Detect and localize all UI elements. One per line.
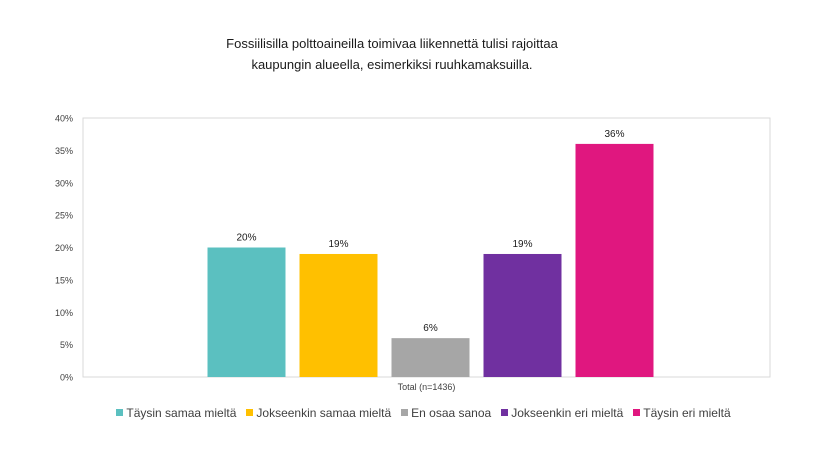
legend-swatch	[501, 409, 509, 416]
y-tick-label: 30%	[55, 178, 73, 188]
bar	[299, 253, 378, 377]
legend-item: Täysin samaa mieltä	[116, 406, 236, 420]
bar-data-label: 19%	[512, 239, 532, 250]
x-category-label: Total (n=1436)	[398, 382, 456, 392]
y-tick-label: 35%	[55, 146, 73, 156]
bar	[207, 247, 286, 377]
legend-item: Jokseenkin eri mieltä	[501, 406, 623, 420]
chart-bars: 20% 19% 6% 19% 36%	[207, 129, 654, 377]
y-tick-label: 5%	[60, 340, 73, 350]
bar-data-label: 20%	[236, 233, 256, 244]
legend-swatch	[116, 409, 124, 416]
bar	[483, 253, 562, 377]
legend-label: En osaa sanoa	[411, 405, 492, 420]
y-tick-label: 20%	[55, 243, 73, 253]
chart-title-line-1: Fossiilisilla polttoaineilla toimivaa li…	[226, 36, 558, 51]
legend-label: Jokseenkin eri mieltä	[511, 405, 624, 420]
y-tick-label: 15%	[55, 275, 73, 285]
legend-swatch	[633, 409, 641, 416]
legend-swatch	[401, 409, 409, 416]
legend-item: En osaa sanoa	[401, 406, 491, 420]
legend-item: Jokseenkin samaa mieltä	[246, 406, 391, 420]
legend-label: Täysin samaa mieltä	[126, 405, 237, 420]
chart-title: Fossiilisilla polttoaineilla toimivaa li…	[0, 33, 784, 75]
legend-swatch	[246, 409, 254, 416]
y-tick-label: 0%	[60, 373, 73, 383]
chart-title-line-2: kaupungin alueella, esimerkiksi ruuhkama…	[251, 57, 533, 72]
bar-data-label: 36%	[604, 129, 624, 140]
chart-legend: Täysin samaa mieltä Jokseenkin samaa miel…	[0, 405, 817, 420]
bar-data-label: 19%	[328, 239, 348, 250]
y-tick-label: 10%	[55, 308, 73, 318]
bar-data-label: 6%	[423, 323, 438, 334]
legend-label: Jokseenkin samaa mieltä	[256, 405, 392, 420]
y-tick-label: 40%	[55, 114, 73, 124]
bar	[391, 338, 470, 377]
bar	[575, 143, 654, 377]
legend-label: Täysin eri mieltä	[643, 405, 731, 420]
legend-item: Täysin eri mieltä	[633, 405, 731, 420]
y-tick-label: 25%	[55, 211, 73, 221]
